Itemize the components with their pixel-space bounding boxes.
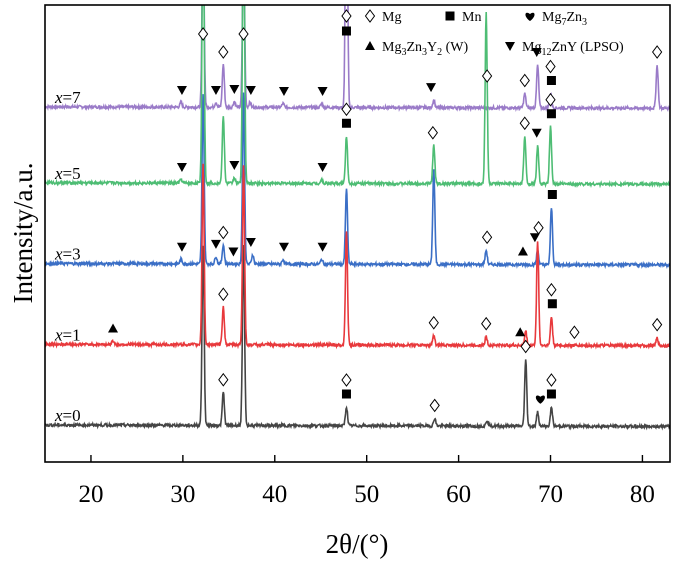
marker-lpso: [426, 83, 437, 93]
marker-mg: [652, 317, 663, 332]
marker-w: [515, 327, 526, 337]
marker-mg: [341, 102, 352, 117]
series-line: [45, 163, 670, 350]
marker-mn: [341, 389, 351, 399]
marker-mg: [197, 27, 209, 41]
marker-mg: [429, 398, 440, 413]
curve-labels: x=0 x=1 x=3 x=5 x=7: [54, 88, 81, 425]
x-axis-label: 2θ/(°): [326, 529, 389, 559]
marker-lpso: [210, 86, 221, 95]
marker-lpso: [229, 85, 240, 95]
plot-frame: [44, 4, 671, 463]
marker-mg: [481, 230, 493, 245]
marker-lpso: [176, 162, 187, 172]
marker-mg: [428, 315, 439, 330]
marker-mg7zn3: [525, 12, 535, 21]
legend-label: Mg12ZnY (LPSO): [522, 40, 624, 58]
x-tick-label: 40: [262, 481, 287, 508]
curve-label: x=7: [54, 88, 81, 107]
marker-mg7zn3: [535, 395, 545, 404]
x-axis-ticks: 20 30 40 50 60 70 80: [78, 455, 655, 508]
marker-lpso: [278, 242, 289, 252]
x-tick-label: 30: [170, 481, 195, 508]
legend-label: Mg: [382, 10, 401, 25]
marker-lpso: [505, 42, 515, 51]
marker-mg: [218, 45, 229, 59]
marker-lpso: [531, 48, 542, 57]
marker-mn: [341, 26, 351, 36]
marker-mg: [569, 325, 580, 340]
marker-mn: [546, 109, 556, 119]
series-lines: [45, 5, 670, 431]
marker-lpso: [210, 239, 221, 249]
marker-lpso: [245, 238, 256, 247]
x-tick-label: 80: [630, 481, 655, 508]
marker-mg: [546, 282, 557, 297]
marker-lpso: [278, 86, 289, 96]
phase-markers: [108, 9, 663, 413]
marker-lpso: [228, 247, 239, 257]
marker-mg: [545, 92, 556, 107]
marker-mg: [218, 225, 229, 240]
marker-w: [108, 323, 119, 333]
legend-label: Mg7Zn3: [542, 10, 587, 28]
marker-mg: [533, 220, 544, 235]
curve-label: x=0: [54, 406, 81, 425]
marker-mg: [341, 9, 352, 23]
marker-mg: [364, 9, 376, 23]
marker-mn: [546, 389, 556, 399]
series-line: [45, 5, 670, 113]
legend: Mg Mn Mg7Zn3 Mg3Zn3Y2 (W) Mg12ZnY (LPSO): [364, 9, 624, 58]
series-line: [45, 92, 670, 270]
marker-mg: [519, 73, 530, 88]
y-axis-label: Intensity/a.u.: [8, 163, 38, 304]
legend-label: Mn: [462, 10, 481, 25]
marker-mn: [547, 299, 557, 309]
x-tick-label: 20: [78, 481, 103, 508]
marker-mn: [547, 190, 557, 199]
marker-mn: [341, 118, 351, 128]
marker-lpso: [245, 86, 256, 95]
legend-label: Mg3Zn3Y2 (W): [382, 40, 469, 58]
marker-mg: [481, 69, 493, 83]
marker-w: [365, 41, 375, 50]
curve-label: x=1: [54, 325, 81, 344]
marker-lpso: [176, 242, 187, 252]
marker-lpso: [229, 161, 240, 171]
marker-mg: [481, 316, 492, 331]
marker-lpso: [529, 233, 540, 243]
marker-mg: [652, 45, 663, 59]
marker-mg: [546, 373, 557, 387]
series-line: [45, 5, 670, 189]
marker-lpso: [531, 128, 542, 138]
marker-lpso: [317, 242, 328, 252]
marker-lpso: [176, 86, 187, 95]
marker-mn: [546, 76, 556, 85]
marker-mg: [341, 373, 352, 387]
marker-mg: [520, 339, 531, 354]
curve-label: x=5: [54, 164, 81, 183]
marker-mg: [545, 59, 556, 74]
x-tick-label: 70: [538, 481, 563, 508]
marker-mg: [218, 372, 229, 387]
marker-mg: [218, 287, 229, 302]
x-tick-label: 50: [354, 481, 379, 508]
marker-mg: [427, 125, 438, 140]
series-line: [45, 244, 670, 431]
marker-mg: [238, 27, 249, 41]
marker-w: [517, 246, 528, 256]
marker-mn: [445, 11, 455, 21]
curve-label: x=3: [54, 245, 81, 264]
x-tick-label: 60: [446, 481, 471, 508]
marker-lpso: [317, 162, 328, 172]
marker-lpso: [317, 86, 328, 96]
marker-mg: [519, 116, 530, 131]
